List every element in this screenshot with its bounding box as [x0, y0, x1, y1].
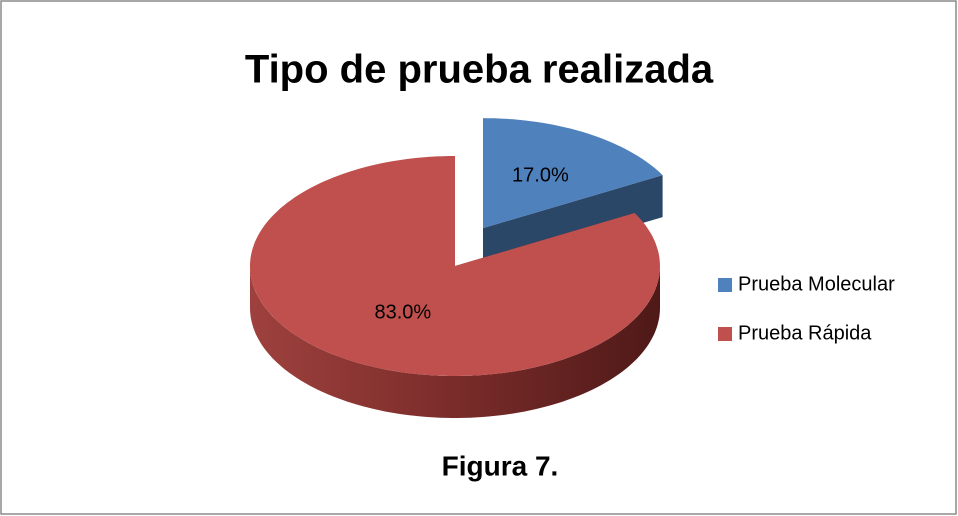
slice: [250, 156, 660, 376]
legend-swatch: [718, 278, 732, 292]
data-label: 17.0%: [512, 164, 569, 186]
caption: Figura 7.: [442, 450, 559, 481]
slice: [483, 118, 663, 229]
legend-label: Prueba Rápida: [738, 322, 872, 344]
data-label: 83.0%: [374, 302, 431, 324]
slice-wall: [250, 266, 660, 418]
chart-title: Tipo de prueba realizada: [245, 48, 714, 92]
legend-label: Prueba Molecular: [738, 273, 895, 295]
legend-swatch: [718, 327, 732, 341]
